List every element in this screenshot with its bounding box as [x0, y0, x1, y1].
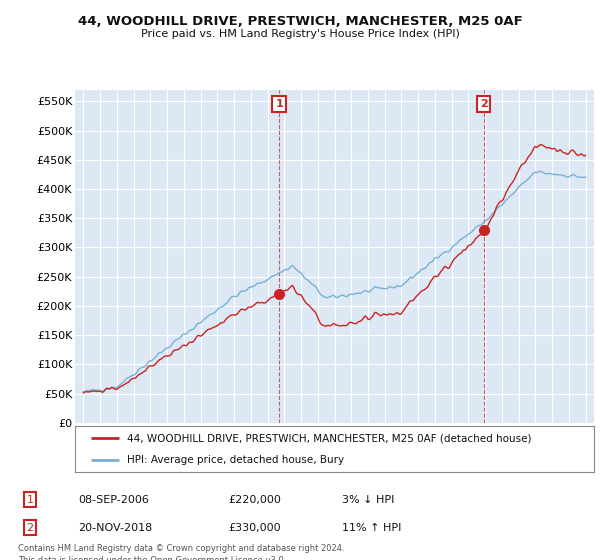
- Text: 1: 1: [26, 494, 34, 505]
- Text: Contains HM Land Registry data © Crown copyright and database right 2024.
This d: Contains HM Land Registry data © Crown c…: [18, 544, 344, 560]
- Text: 1: 1: [275, 99, 283, 109]
- Text: 3% ↓ HPI: 3% ↓ HPI: [342, 494, 394, 505]
- Text: 2: 2: [26, 522, 34, 533]
- Text: 44, WOODHILL DRIVE, PRESTWICH, MANCHESTER, M25 0AF (detached house): 44, WOODHILL DRIVE, PRESTWICH, MANCHESTE…: [127, 433, 532, 444]
- Text: 08-SEP-2006: 08-SEP-2006: [78, 494, 149, 505]
- Text: £220,000: £220,000: [228, 494, 281, 505]
- Text: 20-NOV-2018: 20-NOV-2018: [78, 522, 152, 533]
- Text: 2: 2: [479, 99, 487, 109]
- Text: 44, WOODHILL DRIVE, PRESTWICH, MANCHESTER, M25 0AF: 44, WOODHILL DRIVE, PRESTWICH, MANCHESTE…: [77, 15, 523, 28]
- Text: 11% ↑ HPI: 11% ↑ HPI: [342, 522, 401, 533]
- Text: £330,000: £330,000: [228, 522, 281, 533]
- Text: HPI: Average price, detached house, Bury: HPI: Average price, detached house, Bury: [127, 455, 344, 465]
- Text: Price paid vs. HM Land Registry's House Price Index (HPI): Price paid vs. HM Land Registry's House …: [140, 29, 460, 39]
